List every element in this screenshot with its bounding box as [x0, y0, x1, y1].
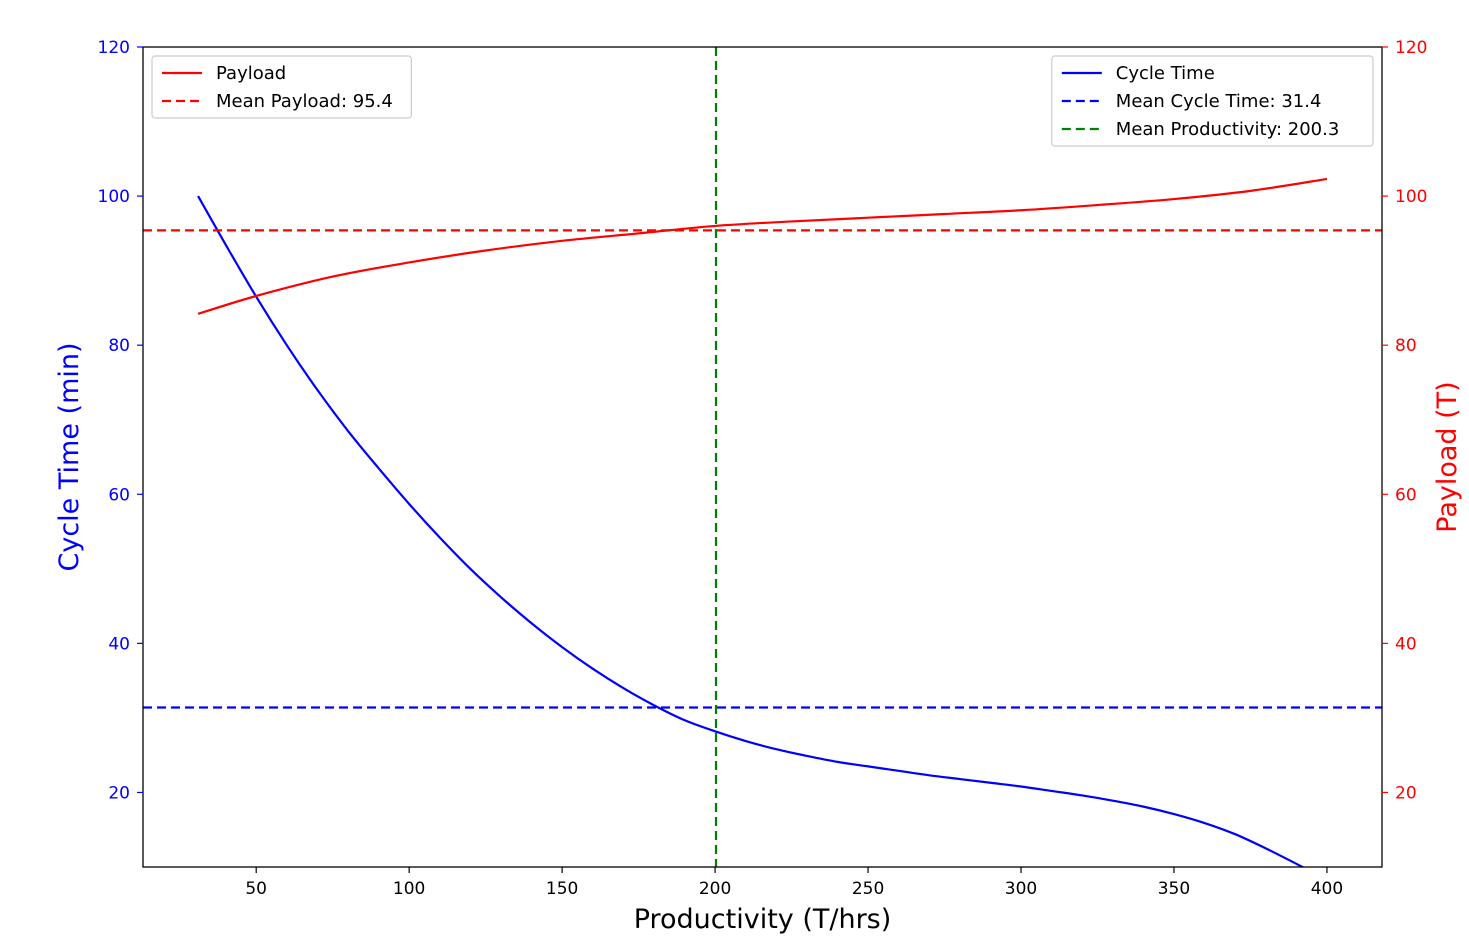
axis-ticks: 50 100 150 200 250 300 350 400 20 40 60 80 100 120 20 4…: [98, 38, 1428, 899]
right-y-axis-label: Payload (T): [1432, 381, 1463, 532]
x-tick-label: 400: [1311, 879, 1343, 899]
left-y-tick-label: 60: [108, 485, 130, 505]
x-tick-label: 300: [1005, 879, 1037, 899]
legend-top-right: Cycle Time Mean Cycle Time: 31.4 Mean Prod…: [1051, 55, 1374, 147]
right-y-tick-label: 80: [1395, 336, 1417, 356]
legend-box: [1051, 55, 1374, 147]
left-y-tick-label: 40: [108, 634, 130, 654]
x-tick-label: 100: [393, 879, 425, 899]
x-tick-label: 200: [699, 879, 731, 899]
x-tick-label: 150: [546, 879, 578, 899]
right-y-tick-label: 100: [1395, 187, 1427, 207]
left-y-axis-label: Cycle Time (min): [54, 342, 85, 571]
series-line-payload: [197, 177, 1328, 315]
right-y-tick-label: 20: [1395, 783, 1417, 803]
x-axis-label: Productivity (T/hrs): [634, 904, 892, 935]
legend-label: Mean Cycle Time: 31.4: [1116, 91, 1322, 112]
x-tick-label: 350: [1158, 879, 1190, 899]
legends: Payload Mean Payload: 95.4 Cycle Time Mean …: [151, 55, 1374, 147]
left-y-tick-label: 20: [108, 783, 130, 803]
series-line-cycle-time: [197, 195, 1306, 867]
x-tick-label: 250: [852, 879, 884, 899]
legend-label: Cycle Time: [1116, 63, 1215, 84]
left-y-tick-label: 80: [108, 336, 130, 356]
legend-box: [151, 55, 412, 119]
legend-label: Mean Productivity: 200.3: [1116, 119, 1339, 140]
right-y-tick-label: 60: [1395, 485, 1417, 505]
legend-label: Mean Payload: 95.4: [216, 91, 393, 112]
left-y-tick-label: 120: [98, 38, 130, 58]
plot-frame: [142, 46, 1383, 868]
left-y-tick-label: 100: [98, 187, 130, 207]
legend-label: Payload: [216, 63, 286, 84]
plot-lines: [143, 47, 1382, 867]
legend-top-left: Payload Mean Payload: 95.4: [151, 55, 412, 119]
right-y-tick-label: 40: [1395, 634, 1417, 654]
x-tick-label: 50: [245, 879, 267, 899]
right-y-tick-label: 120: [1395, 38, 1427, 58]
